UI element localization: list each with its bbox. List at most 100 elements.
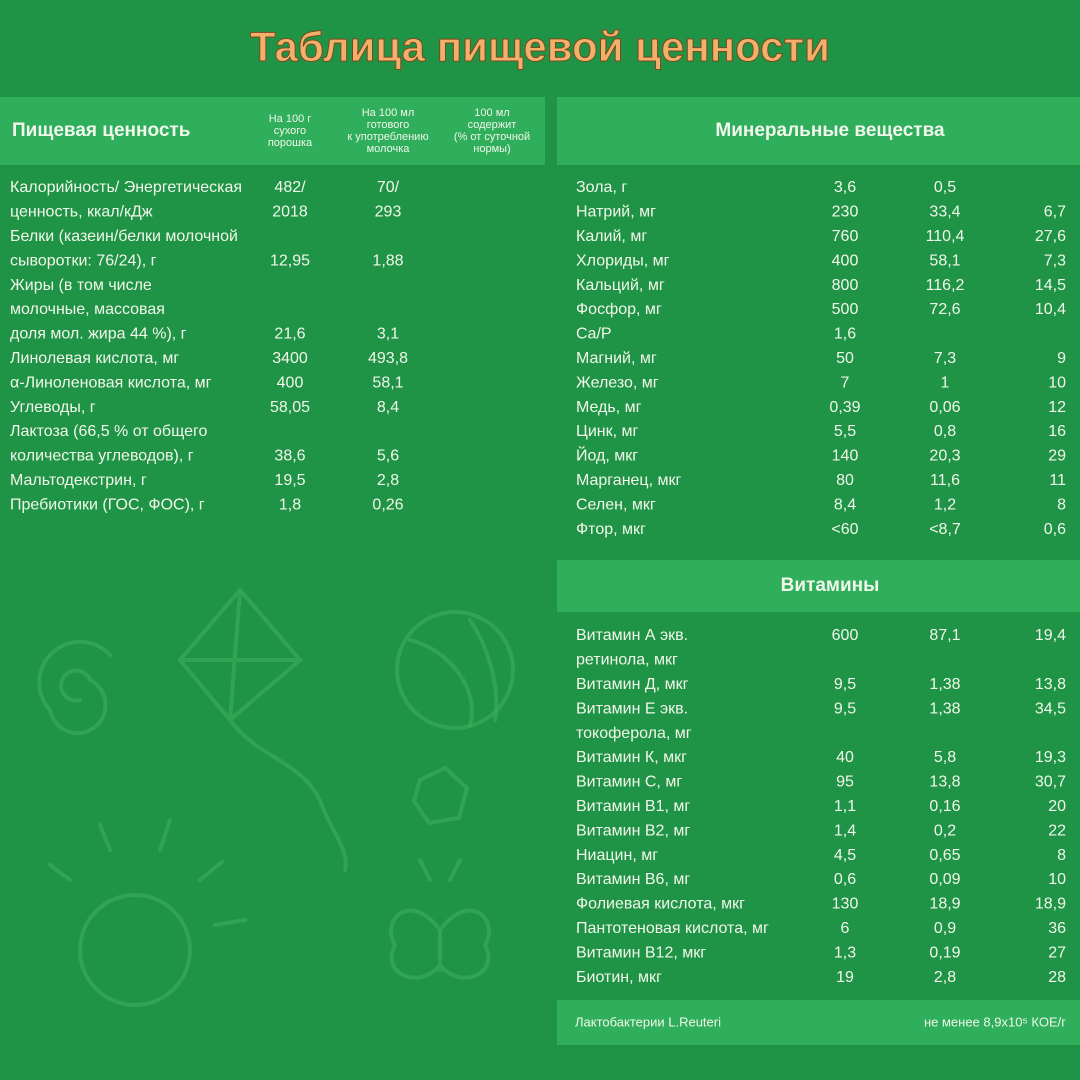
row-label: Пантотеновая кислота, мг: [576, 920, 769, 937]
cell-value: 19: [836, 969, 854, 986]
cell-value: 80: [836, 472, 854, 489]
column-header: На 100 г: [269, 113, 312, 125]
footer-label: Лактобактерии L.Reuteri: [575, 1014, 721, 1029]
cell-value: 58,1: [372, 374, 403, 391]
row-label: Ca/P: [576, 326, 612, 343]
cell-value: 87,1: [929, 627, 960, 644]
cell-value: 72,6: [929, 301, 960, 318]
header-band: [557, 560, 1080, 612]
row-label: Витамин В6, мг: [576, 871, 690, 888]
cell-value: 9,5: [834, 700, 856, 717]
section-title: Пищевая ценность: [12, 120, 190, 141]
cell-value: 1,1: [834, 798, 856, 815]
cell-value: 130: [832, 896, 859, 913]
cell-value: 34,5: [1035, 700, 1066, 717]
row-label: Селен, мкг: [576, 496, 656, 513]
cell-value: 50: [836, 350, 854, 367]
column-header: сухого: [274, 125, 306, 137]
cell-value: 58,05: [270, 399, 310, 416]
row-label: α-Линоленовая кислота, мг: [10, 374, 212, 391]
cell-value: 1,3: [834, 944, 856, 961]
cell-value: 400: [832, 252, 859, 269]
cell-value: 760: [832, 228, 859, 245]
cell-value: 10: [1048, 871, 1066, 888]
row-label: токоферола, мг: [576, 725, 692, 742]
row-label: доля мол. жира 44 %), г: [10, 326, 187, 343]
footer-band: [557, 1000, 1080, 1045]
column-header: 100 мл: [474, 107, 509, 119]
row-label: Калорийность/ Энергетическая: [10, 179, 242, 196]
cell-value: <60: [831, 521, 858, 538]
cell-value: 1,2: [934, 496, 956, 513]
cell-value: 18,9: [929, 896, 960, 913]
cell-value: 8,4: [377, 399, 399, 416]
cell-value: 13,8: [1035, 676, 1066, 693]
cell-value: 8,4: [834, 496, 856, 513]
cell-value: 11: [1049, 472, 1066, 489]
row-label: молочные, массовая: [10, 301, 165, 318]
cell-value: 10: [1048, 374, 1066, 391]
cell-value: 1,38: [929, 676, 960, 693]
cell-value: 2,8: [377, 472, 399, 489]
doodles: [37, 586, 515, 1007]
cell-value: 13,8: [929, 774, 960, 791]
cell-value: 12,95: [270, 252, 310, 269]
row-label: Витамин К, мкг: [576, 749, 687, 766]
cell-value: 800: [832, 277, 859, 294]
cell-value: 0,5: [934, 179, 956, 196]
cell-value: 1: [941, 374, 950, 391]
cell-value: 600: [832, 627, 859, 644]
cell-value: 5,5: [834, 423, 856, 440]
row-label: ценность, ккал/кДж: [10, 204, 153, 221]
row-label: Зола, г: [576, 179, 627, 196]
cell-value: 8: [1057, 847, 1066, 864]
header-band: [557, 97, 1080, 165]
column-header: На 100 мл: [362, 107, 415, 119]
cell-value: 0,9: [934, 920, 956, 937]
cell-value: 4,5: [834, 847, 856, 864]
cell-value: 20,3: [929, 448, 960, 465]
row-label: Калий, мг: [576, 228, 647, 245]
cell-value: 11,6: [930, 472, 960, 489]
column-header: порошка: [268, 137, 313, 149]
cell-value: 0,2: [934, 822, 956, 839]
row-label: Витамин С, мг: [576, 774, 682, 791]
row-label: количества углеводов), г: [10, 448, 194, 465]
cell-value: 1,38: [929, 700, 960, 717]
cell-value: 0,06: [929, 399, 960, 416]
cell-value: 19,3: [1035, 749, 1066, 766]
cell-value: 400: [277, 374, 304, 391]
cell-value: 482/: [274, 179, 306, 196]
cell-value: 38,6: [274, 448, 305, 465]
row-label: Мальтодекстрин, г: [10, 472, 147, 489]
cell-value: 0,19: [929, 944, 960, 961]
cell-value: 6: [841, 920, 850, 937]
cell-value: 40: [836, 749, 854, 766]
cell-value: 70/: [377, 179, 400, 196]
cell-value: 7,3: [934, 350, 956, 367]
cell-value: 110,4: [926, 228, 965, 245]
cell-value: 30,7: [1035, 774, 1066, 791]
cell-value: 7: [841, 374, 850, 391]
row-label: Жиры (в том числе: [10, 277, 152, 294]
row-label: Витамин А экв.: [576, 627, 688, 644]
cell-value: 6,7: [1044, 204, 1066, 221]
cell-value: 8: [1057, 496, 1066, 513]
cell-value: 0,8: [934, 423, 956, 440]
cell-value: 9,5: [834, 676, 856, 693]
cell-value: 16: [1048, 423, 1066, 440]
row-label: Ниацин, мг: [576, 847, 658, 864]
row-label: Витамин Е экв.: [576, 700, 688, 717]
cell-value: 3,1: [377, 326, 399, 343]
cell-value: 1,8: [279, 496, 301, 513]
cell-value: 28: [1048, 969, 1066, 986]
cell-value: 22: [1048, 822, 1066, 839]
row-label: Пребиотики (ГОС, ФОС), г: [10, 496, 205, 513]
cell-value: 12: [1048, 399, 1066, 416]
cell-value: 9: [1057, 350, 1066, 367]
column-header: готового: [367, 119, 409, 131]
cell-value: 1,4: [834, 822, 856, 839]
column-header: содержит: [468, 119, 517, 131]
